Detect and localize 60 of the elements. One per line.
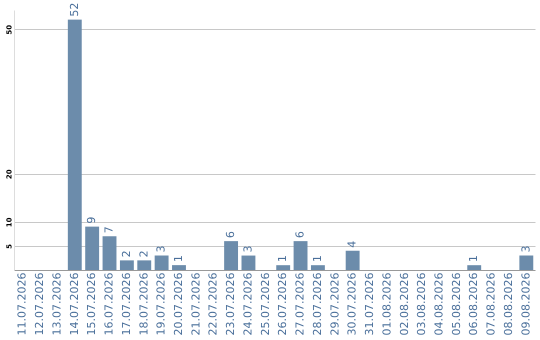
data-label: 3 [519, 246, 532, 253]
x-tick-label: 12.07.2026 [33, 272, 46, 336]
x-tick-label: 04.08.2026 [432, 272, 446, 336]
data-label: 1 [172, 255, 185, 262]
bar [224, 241, 238, 270]
x-tick-label: 27.07.2026 [294, 272, 307, 336]
x-tick-label: 06.08.2026 [467, 272, 480, 336]
x-tick-label: 08.08.2026 [502, 272, 515, 336]
data-label: 52 [68, 2, 81, 17]
x-tick-label: 15.07.2026 [85, 272, 98, 336]
x-tick-label: 09.08.2026 [519, 272, 532, 336]
x-tick-label: 17.07.2026 [120, 272, 133, 336]
x-tick-label: 05.08.2026 [450, 272, 463, 336]
x-tick-label: 19.07.2026 [154, 272, 168, 336]
data-label: 6 [294, 231, 307, 238]
x-tick-label: 26.07.2026 [276, 272, 290, 336]
x-tick-label: 25.07.2026 [258, 272, 272, 336]
x-tick-label: 24.07.2026 [241, 272, 254, 336]
data-label: 2 [137, 250, 150, 258]
bar [310, 265, 325, 270]
x-tick-label: 03.08.2026 [415, 272, 428, 336]
bar [68, 20, 82, 270]
bar [346, 250, 360, 270]
bar [85, 226, 100, 270]
x-tick-label: 18.07.2026 [137, 272, 150, 336]
x-tick-label: 30.07.2026 [346, 272, 359, 336]
bar [294, 241, 308, 270]
bar [154, 256, 169, 270]
x-tick-label: 23.07.2026 [224, 272, 238, 336]
x-tick-label: 29.07.2026 [328, 272, 342, 336]
x-tick-label: 13.07.2026 [50, 272, 64, 336]
x-tick-label: 16.07.2026 [102, 272, 116, 336]
bar [137, 260, 152, 270]
data-label: 3 [241, 246, 254, 253]
x-tick-label: 20.07.2026 [172, 272, 185, 336]
x-tick-label: 22.07.2026 [206, 272, 220, 336]
data-label: 7 [102, 226, 116, 234]
data-label: 6 [224, 231, 238, 238]
bar [172, 265, 186, 270]
data-label: 3 [154, 246, 168, 253]
data-label: 9 [85, 216, 98, 224]
x-tick-label: 11.07.2026 [16, 272, 29, 336]
bar [120, 260, 134, 270]
x-tick-label: 21.07.2026 [189, 272, 202, 336]
x-tick-label: 07.08.2026 [484, 272, 498, 336]
bar [242, 256, 256, 270]
data-label: 4 [346, 240, 359, 248]
bar [102, 236, 116, 270]
x-tick-label: 02.08.2026 [398, 272, 411, 336]
x-tick-label: 28.07.2026 [310, 272, 324, 336]
data-label: 1 [276, 255, 290, 262]
bar [467, 265, 482, 270]
data-label: 1 [467, 255, 480, 262]
bar [276, 265, 290, 270]
x-tick-label: 31.07.2026 [363, 272, 376, 336]
data-label: 2 [120, 250, 133, 258]
bar [519, 256, 534, 270]
x-tick-label: 01.08.2026 [380, 272, 394, 336]
data-label: 1 [310, 255, 324, 262]
x-tick-label: 14.07.2026 [68, 272, 81, 336]
